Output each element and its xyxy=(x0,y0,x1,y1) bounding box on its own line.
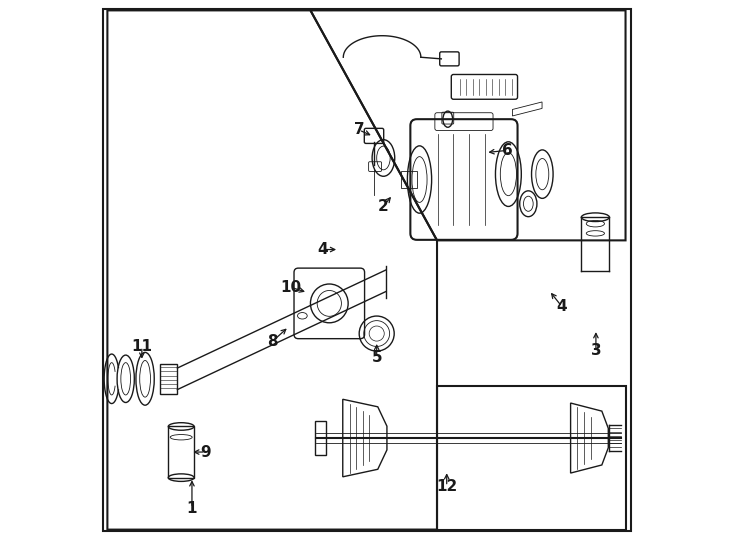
Text: 1: 1 xyxy=(186,501,197,516)
Text: 10: 10 xyxy=(280,280,301,295)
Text: 4: 4 xyxy=(556,299,567,314)
Text: 7: 7 xyxy=(354,123,364,138)
Text: 6: 6 xyxy=(501,143,512,158)
Text: 3: 3 xyxy=(591,343,601,359)
Text: 11: 11 xyxy=(131,339,153,354)
Text: 8: 8 xyxy=(267,334,278,349)
Text: 9: 9 xyxy=(200,444,211,460)
Text: 2: 2 xyxy=(378,199,388,214)
Text: 12: 12 xyxy=(436,479,457,494)
Text: 4: 4 xyxy=(318,242,328,257)
Text: 5: 5 xyxy=(371,350,382,364)
